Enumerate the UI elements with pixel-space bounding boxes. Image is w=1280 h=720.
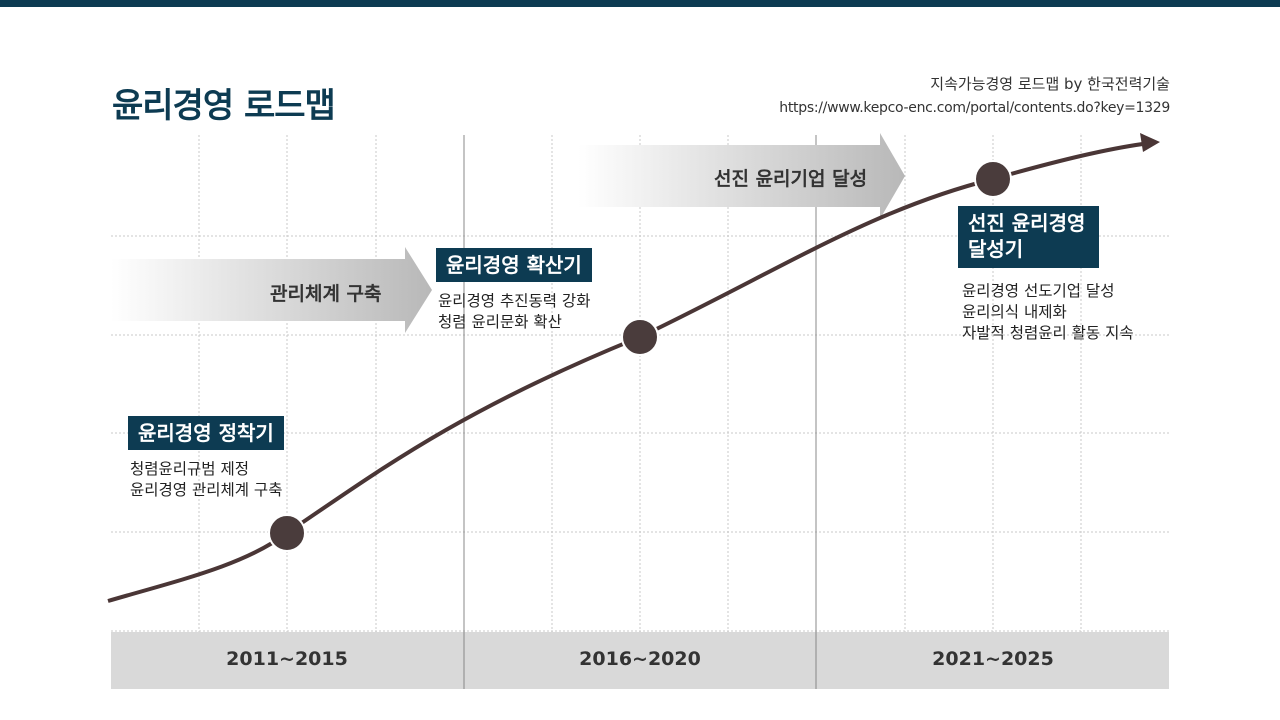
stage-label-1: 윤리경영 정착기 xyxy=(128,416,284,450)
stage-desc-line: 윤리경영 관리체계 구축 xyxy=(130,481,283,499)
page-title: 윤리경영 로드맵 xyxy=(112,86,336,126)
period-dividers xyxy=(463,135,817,689)
stage-desc-3: 윤리경영 선도기업 달성 윤리의식 내제화 자발적 청렴윤리 활동 지속 xyxy=(962,281,1134,344)
arrow-label-manage-system: 관리체계 구축 xyxy=(270,283,382,305)
stage-label-text: 선진 윤리경영 xyxy=(968,211,1086,235)
curve-arrowhead xyxy=(1140,133,1160,152)
source-url[interactable]: https://www.kepco-enc.com/portal/content… xyxy=(779,100,1170,116)
stage-desc-line: 청렴윤리규범 제정 xyxy=(130,460,250,478)
milestone-dot-1 xyxy=(268,514,306,552)
stage-label-2: 윤리경영 확산기 xyxy=(436,248,592,282)
milestone-dot-2 xyxy=(621,318,659,356)
stage-label-text: 윤리경영 정착기 xyxy=(138,421,274,445)
stage-desc-line: 윤리의식 내제화 xyxy=(962,303,1067,321)
stage-desc-2: 윤리경영 추진동력 강화 청렴 윤리문화 확산 xyxy=(438,291,590,333)
arrow-manage-system xyxy=(111,247,432,333)
milestone-dot-3 xyxy=(974,160,1012,198)
arrow-advanced-ethics xyxy=(578,133,905,219)
period-band xyxy=(111,632,1169,689)
source-line-1: 지속가능경영 로드맵 by 한국전력기술 xyxy=(930,75,1170,93)
stage-desc-line: 자발적 청렴윤리 활동 지속 xyxy=(962,324,1134,342)
stage-label-3: 선진 윤리경영 달성기 xyxy=(958,206,1100,268)
stage-label-text: 달성기 xyxy=(968,237,1024,261)
period-label-2: 2016~2020 xyxy=(579,648,701,670)
grid-vertical-lines xyxy=(198,135,1082,632)
stage-label-text: 윤리경영 확산기 xyxy=(446,253,582,277)
stage-desc-1: 청렴윤리규범 제정 윤리경영 관리체계 구축 xyxy=(130,459,282,501)
period-label-3: 2021~2025 xyxy=(932,648,1054,670)
stage-desc-line: 윤리경영 선도기업 달성 xyxy=(962,282,1115,300)
stage-desc-line: 청렴 윤리문화 확산 xyxy=(438,313,562,331)
top-accent-bar xyxy=(0,0,1280,7)
arrow-label-advanced-ethics: 선진 윤리기업 달성 xyxy=(714,168,868,190)
stage-desc-line: 윤리경영 추진동력 강화 xyxy=(438,292,591,310)
source-credit: 지속가능경영 로드맵 by 한국전력기술 https://www.kepco-e… xyxy=(779,72,1170,120)
period-label-1: 2011~2015 xyxy=(226,648,348,670)
